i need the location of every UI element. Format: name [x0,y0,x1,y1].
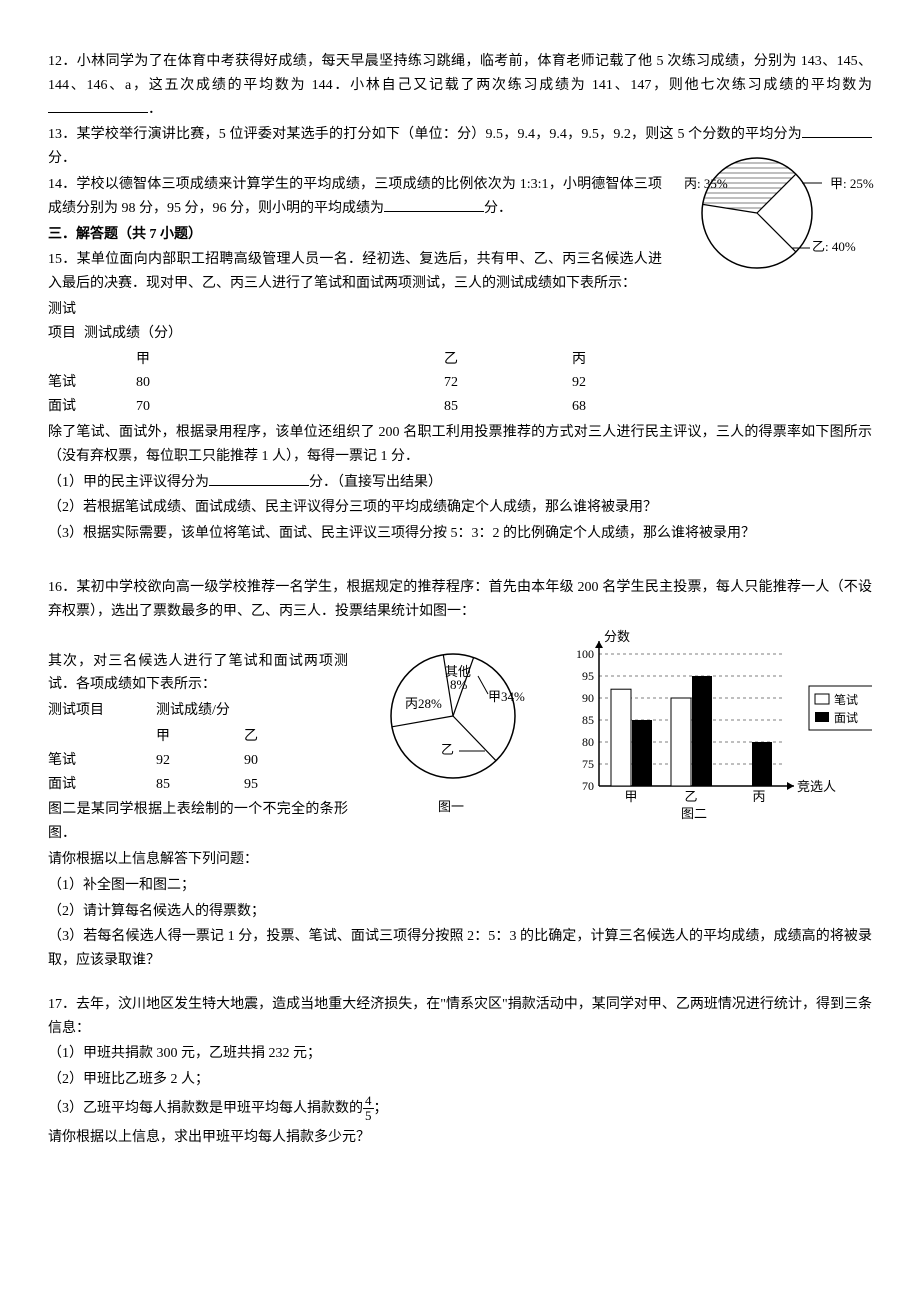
q12-text-a: 12．小林同学为了在体育中考获得好成绩，每天早晨坚持练习跳绳，临考前，体育老师记… [48,54,872,93]
cell: 甲 [156,725,244,749]
bar-jia-bishi [611,689,631,786]
q16-pie-other-pct: 8% [450,677,468,692]
cell: 90 [244,749,312,773]
xtick: 甲 [625,789,638,804]
q16-pie-jia: 甲34% [488,689,525,704]
legend-swatch-bishi [815,694,829,704]
xtick: 乙 [685,789,698,804]
q14-blank [384,197,484,212]
q15-s1: （1）甲的民主评议得分为 分．（直接写出结果） [48,471,872,495]
q15-s3: （3）根据实际需要，该单位将笔试、面试、民主评议三项得分按 5：3：2 的比例确… [48,522,872,546]
q15-s1a: （1）甲的民主评议得分为 [48,475,209,490]
legend-bishi: 笔试 [834,692,858,707]
q16-pie-chart: 其他 8% 丙28% 乙 甲34% 图一 [368,626,539,826]
cell: 乙 [244,725,312,749]
q16-p1: 16．某初中学校欲向高一级学校推荐一名学生，根据规定的推荐程序：首先由本年级 2… [48,580,872,619]
q16-p2: 其次，对三名候选人进行了笔试和面试两项测试．各项成绩如下表所示： [48,650,348,698]
q16-s1: （1）补全图一和图二； [48,874,872,898]
ytick: 95 [582,669,594,683]
bar-ylabel: 分数 [604,629,630,644]
frac-num: 4 [363,1094,374,1109]
q15-table: 测试 项目 测试成绩（分） [48,298,190,346]
cell: 丙 [572,348,660,372]
bar-jia-mianshi [632,720,652,786]
q16-p3: 图二是某同学根据上表绘制的一个不完全的条形图． [48,798,348,846]
legend-mianshi: 面试 [834,710,858,725]
pie1-label-yi: 乙: 40% [812,239,856,254]
bar-xlabel: 竞选人 [797,779,836,794]
q12-blank [48,98,148,113]
q17-p2: 请你根据以上信息，求出甲班平均每人捐款多少元？ [48,1126,872,1150]
q16-pie-caption: 图一 [438,799,464,814]
cell: 测试项目 [48,699,156,723]
cell: 面试 [48,773,156,797]
q15-th-score: 测试成绩（分） [84,322,190,346]
bar-yi-bishi [671,698,691,786]
legend-swatch-mianshi [815,712,829,722]
cell: 甲 [136,348,444,372]
q15-th-1: 测试 [48,298,84,322]
q13-text-b: 分． [48,151,76,166]
cell: 92 [156,749,244,773]
pie1-label-bing: 丙: 35% [684,176,728,191]
bar-caption: 图二 [681,806,707,821]
cell: 92 [572,371,660,395]
q15-s2: （2）若根据笔试成绩、面试成绩、民主评议得分三项的平均成绩确定个人成绩，那么谁将… [48,496,872,520]
q16-table-body: 甲 乙 笔试 92 90 面试 85 95 [48,725,312,796]
cell: 95 [244,773,312,797]
q17-s1: （1）甲班共捐款 300 元，乙班共捐 232 元； [48,1042,872,1066]
q16-s3: （3）若每名候选人得一票记 1 分，投票、笔试、面试三项得分按照 2：5：3 的… [48,925,872,973]
bar-bing-mianshi [752,742,772,786]
q14-text-a: 14．学校以德智体三项成绩来计算学生的平均成绩，三项成绩的比例依次为 1:3:1… [48,177,662,216]
q16-s2: （2）请计算每名候选人的得票数； [48,900,872,924]
cell [48,725,156,749]
cell [48,348,136,372]
q15-s1b: 分．（直接写出结果） [309,475,442,490]
cell: 70 [136,395,444,419]
q12-text-b: ． [148,102,162,117]
cell: 85 [156,773,244,797]
q16-pie-yi: 乙 [441,742,454,757]
q15-p2: 除了笔试、面试外，根据录用程序，该单位还组织了 200 名职工利用投票推荐的方式… [48,421,872,469]
q17-p1: 17．去年，汶川地区发生特大地震，造成当地重大经济损失，在"情系灾区"捐款活动中… [48,993,872,1041]
cell: 85 [444,395,572,419]
ytick: 90 [582,691,594,705]
cell: 乙 [444,348,572,372]
cell: 68 [572,395,660,419]
xtick: 丙 [753,789,766,804]
q16-bar-chart: 分数 70 75 80 85 90 95 100 甲 乙 丙 [559,626,872,826]
bar-yi-mianshi [692,676,712,786]
frac-den: 5 [363,1109,374,1123]
ytick: 100 [576,647,594,661]
q17-s2: （2）甲班比乙班多 2 人； [48,1068,872,1092]
cell: 笔试 [48,371,136,395]
q12: 12．小林同学为了在体育中考获得好成绩，每天早晨坚持练习跳绳，临考前，体育老师记… [48,50,872,121]
cell: 80 [136,371,444,395]
q15-table-body: 甲 乙 丙 笔试 80 72 92 面试 70 85 68 [48,348,660,419]
q16-table: 测试项目 测试成绩/分 [48,699,304,723]
ytick: 70 [582,779,594,793]
fraction-4-5: 45 [363,1094,374,1124]
q17-s3a: （3）乙班平均每人捐款数是甲班平均每人捐款数的 [48,1101,363,1116]
ytick: 85 [582,713,594,727]
q16-p1-line1: 16．某初中学校欲向高一级学校推荐一名学生，根据规定的推荐程序：首先由本年级 2… [48,576,872,624]
q16-pie-bing: 丙28% [405,696,442,711]
cell: 72 [444,371,572,395]
cell: 面试 [48,395,136,419]
q14-text-b: 分． [484,201,512,216]
cell: 笔试 [48,749,156,773]
q15-pie-chart: 甲: 25% 乙: 40% 丙: 35% [682,133,882,293]
q15-blank [209,471,309,486]
q17-s3b: ； [374,1101,388,1116]
q16-p4: 请你根据以上信息解答下列问题： [48,848,872,872]
q17-s3: （3）乙班平均每人捐款数是甲班平均每人捐款数的45； [48,1094,872,1124]
pie1-label-jia: 甲: 25% [830,176,874,191]
ytick: 80 [582,735,594,749]
q15-th-2: 项目 [48,322,84,346]
cell: 测试成绩/分 [156,699,304,723]
ytick: 75 [582,757,594,771]
